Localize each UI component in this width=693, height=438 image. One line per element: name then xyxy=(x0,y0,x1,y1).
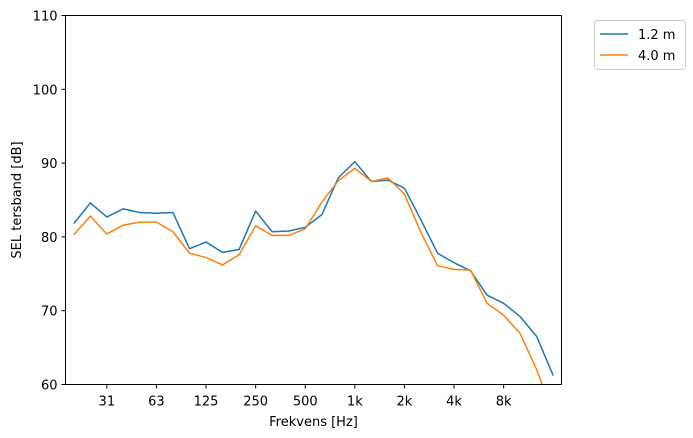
plot-frame xyxy=(65,15,562,385)
x-tick-label: 4k xyxy=(446,395,462,410)
x-tick-label: 1k xyxy=(347,395,363,410)
y-axis: 60 70 80 90 100 110 xyxy=(33,10,66,394)
x-axis: 31 63 125 250 500 1k 2k 4k 8k xyxy=(99,384,512,410)
x-tick-label: 8k xyxy=(496,395,512,410)
y-tick-label: 90 xyxy=(41,157,58,172)
x-tick-label: 2k xyxy=(397,395,413,410)
legend-label-2: 4.0 m xyxy=(638,49,675,64)
legend: 1.2 m 4.0 m xyxy=(594,20,686,70)
series-line-2 xyxy=(73,167,544,385)
series-line-1 xyxy=(73,160,554,376)
plot-marks xyxy=(73,160,554,385)
legend-label-1: 1.2 m xyxy=(638,28,675,43)
y-tick-label: 110 xyxy=(33,10,58,25)
y-tick-label: 60 xyxy=(41,379,58,394)
x-axis-label: Frekvens [Hz] xyxy=(269,415,358,430)
y-axis-label: SEL tersband [dB] xyxy=(10,141,25,258)
y-tick-label: 80 xyxy=(41,231,58,246)
x-tick-label: 500 xyxy=(293,395,318,410)
y-tick-label: 70 xyxy=(41,305,58,320)
x-tick-label: 63 xyxy=(148,395,165,410)
x-tick-label: 250 xyxy=(243,395,268,410)
x-tick-label: 125 xyxy=(194,395,219,410)
x-tick-label: 31 xyxy=(99,395,116,410)
legend-box xyxy=(594,20,686,70)
y-tick-label: 100 xyxy=(33,83,58,98)
